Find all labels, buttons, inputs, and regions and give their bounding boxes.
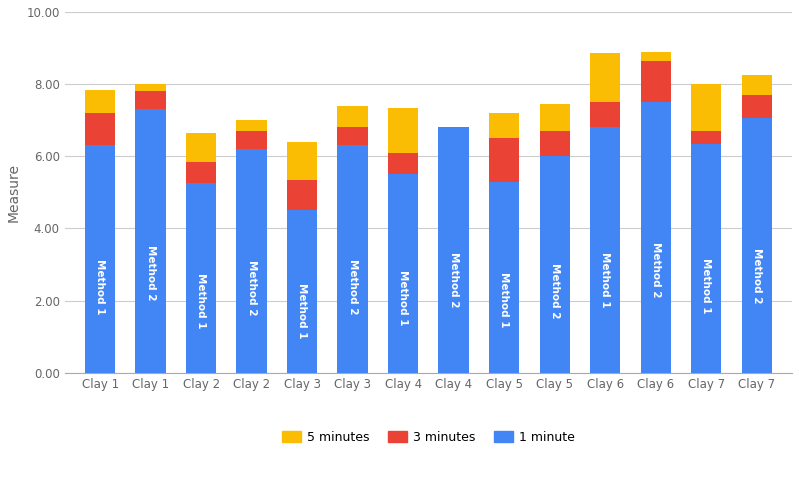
- Bar: [489, 182, 519, 373]
- Bar: [388, 153, 419, 174]
- Bar: [539, 104, 570, 131]
- Bar: [489, 138, 519, 182]
- Bar: [641, 52, 671, 61]
- Bar: [741, 118, 772, 373]
- Text: Method 1: Method 1: [600, 252, 610, 307]
- Text: Method 2: Method 2: [449, 252, 459, 307]
- Bar: [237, 131, 267, 149]
- Bar: [741, 75, 772, 95]
- Bar: [691, 131, 721, 144]
- Bar: [590, 128, 620, 373]
- Bar: [237, 149, 267, 373]
- Bar: [337, 106, 368, 128]
- Bar: [85, 90, 115, 113]
- Legend: 5 minutes, 3 minutes, 1 minute: 5 minutes, 3 minutes, 1 minute: [276, 426, 580, 449]
- Text: Method 1: Method 1: [702, 258, 711, 314]
- Text: Method 2: Method 2: [752, 248, 761, 304]
- Text: Method 1: Method 1: [499, 272, 509, 328]
- Bar: [641, 61, 671, 102]
- Bar: [237, 120, 267, 131]
- Bar: [388, 108, 419, 153]
- Bar: [136, 84, 165, 92]
- Text: Method 2: Method 2: [247, 260, 256, 316]
- Y-axis label: Measure: Measure: [7, 163, 21, 222]
- Bar: [489, 113, 519, 138]
- Bar: [691, 144, 721, 373]
- Text: Method 1: Method 1: [95, 259, 105, 314]
- Bar: [539, 131, 570, 156]
- Bar: [439, 128, 469, 373]
- Text: Method 1: Method 1: [398, 270, 408, 325]
- Bar: [136, 92, 165, 110]
- Bar: [590, 54, 620, 102]
- Bar: [539, 156, 570, 373]
- Bar: [337, 146, 368, 373]
- Bar: [287, 210, 317, 373]
- Text: Method 2: Method 2: [650, 242, 661, 298]
- Bar: [741, 95, 772, 118]
- Bar: [85, 113, 115, 146]
- Bar: [186, 184, 217, 373]
- Text: Method 2: Method 2: [550, 263, 559, 318]
- Bar: [337, 128, 368, 146]
- Bar: [287, 180, 317, 210]
- Bar: [641, 102, 671, 373]
- Bar: [590, 102, 620, 128]
- Bar: [388, 174, 419, 373]
- Bar: [85, 146, 115, 373]
- Bar: [186, 133, 217, 162]
- Text: Method 2: Method 2: [348, 259, 358, 314]
- Bar: [186, 162, 217, 184]
- Bar: [136, 110, 165, 373]
- Bar: [287, 142, 317, 180]
- Text: Method 1: Method 1: [297, 283, 307, 339]
- Text: Method 2: Method 2: [145, 245, 156, 300]
- Bar: [691, 84, 721, 131]
- Text: Method 1: Method 1: [196, 273, 206, 329]
